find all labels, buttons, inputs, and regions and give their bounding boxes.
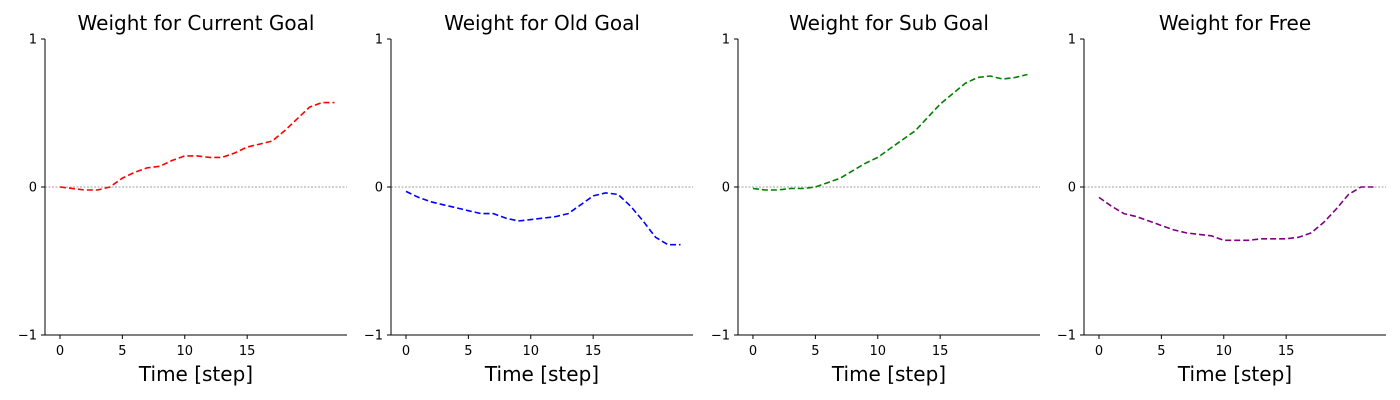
- series-line-1: [59, 101, 335, 191]
- x-tick-label: 0: [56, 344, 64, 359]
- x-tick-label: 10: [522, 344, 539, 359]
- x-tick-label: 10: [176, 344, 193, 359]
- x-tick-label: 10: [1215, 344, 1232, 359]
- x-tick-label: 15: [932, 344, 949, 359]
- y-tick-label: −1: [1057, 329, 1076, 344]
- series-line-1: [405, 190, 681, 246]
- y-tick-label: 0: [722, 181, 730, 196]
- y-tick-label: 0: [1068, 181, 1076, 196]
- x-tick-label: 0: [1095, 344, 1103, 359]
- x-tick-label: 5: [118, 344, 126, 359]
- y-tick-label: 0: [375, 181, 383, 196]
- x-tick-label: 15: [585, 344, 602, 359]
- series-line-1: [1098, 186, 1374, 242]
- y-tick-label: 0: [29, 181, 37, 196]
- x-axis-label: Time [step]: [1177, 362, 1292, 386]
- x-axis-label: Time [step]: [831, 362, 946, 386]
- y-tick-label: −1: [18, 329, 37, 344]
- x-axis-label: Time [step]: [484, 362, 599, 386]
- x-tick-label: 5: [464, 344, 472, 359]
- chart-title: Weight for Free: [1159, 11, 1311, 35]
- x-axis-label: Time [step]: [138, 362, 253, 386]
- y-tick-label: 1: [29, 33, 37, 48]
- x-tick-label: 0: [402, 344, 410, 359]
- y-tick-label: −1: [711, 329, 730, 344]
- chart-title: Weight for Sub Goal: [789, 11, 989, 35]
- chart-title: Weight for Old Goal: [444, 11, 640, 35]
- y-tick-label: 1: [1068, 33, 1076, 48]
- x-tick-label: 5: [1157, 344, 1165, 359]
- y-tick-label: 1: [722, 33, 730, 48]
- y-tick-label: 1: [375, 33, 383, 48]
- x-tick-label: 15: [239, 344, 256, 359]
- series-line-1: [752, 73, 1028, 191]
- chart-title: Weight for Current Goal: [78, 11, 315, 35]
- x-tick-label: 10: [869, 344, 886, 359]
- x-tick-label: 5: [811, 344, 819, 359]
- y-tick-label: −1: [364, 329, 383, 344]
- x-tick-label: 15: [1278, 344, 1295, 359]
- x-tick-label: 0: [749, 344, 757, 359]
